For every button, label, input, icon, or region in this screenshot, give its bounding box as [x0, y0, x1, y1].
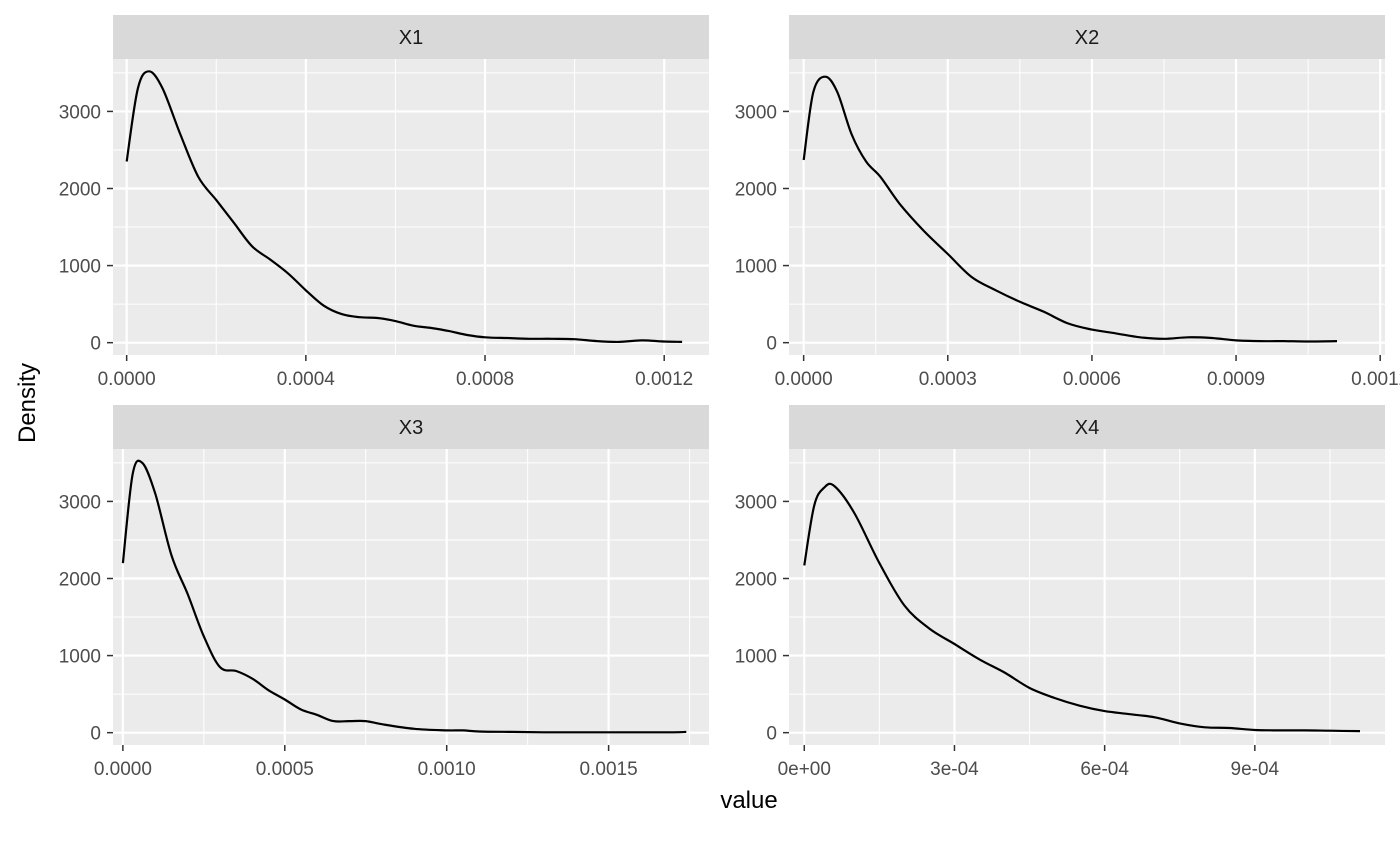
y-tick-label: 3000 — [735, 492, 777, 513]
x-tick-label: 0.0004 — [277, 369, 336, 390]
grid-lines — [113, 59, 709, 355]
density-line — [803, 482, 1361, 733]
x-tick-label: 0.0008 — [456, 369, 514, 390]
facet-strip-label: X1 — [399, 27, 423, 49]
facet-strip — [789, 15, 1385, 59]
facet-panel-x2: X2 0.0000 0.0003 0.0006 0.0009 0.0012 0 1000 200… — [735, 15, 1400, 390]
density-line — [802, 75, 1338, 343]
y-tick-label: 1000 — [735, 257, 777, 278]
y-tick-label: 2000 — [59, 180, 101, 201]
y-tick-label: 3000 — [735, 102, 777, 123]
y-tick-label: 0 — [90, 724, 101, 745]
panel-background — [113, 449, 709, 745]
x-tick-label: 0.0000 — [98, 369, 156, 390]
x-tick-label: 0.0006 — [1063, 369, 1121, 390]
x-tick-label: 3e-04 — [930, 759, 979, 780]
facet-strip-label: X2 — [1075, 27, 1099, 49]
panel-background — [789, 59, 1385, 355]
x-tick-label: 0.0010 — [418, 759, 476, 780]
y-tick-label: 0 — [766, 334, 777, 355]
y-tick-label: 2000 — [735, 570, 777, 591]
facet-strip — [113, 405, 709, 449]
y-tick-label: 0 — [90, 334, 101, 355]
x-tick-label: 0e+00 — [778, 759, 831, 780]
x-tick-label: 0.0009 — [1207, 369, 1265, 390]
y-tick-label: 3000 — [59, 492, 101, 513]
density-line — [125, 70, 683, 344]
panel-background — [789, 449, 1385, 745]
x-tick-label: 0.0012 — [635, 369, 693, 390]
x-tick-label: 0.0000 — [775, 369, 833, 390]
y-tick-label: 0 — [766, 724, 777, 745]
y-tick-label: 1000 — [59, 647, 101, 668]
y-tick-label: 1000 — [735, 647, 777, 668]
density-line — [121, 459, 687, 734]
facet-strip-label: X3 — [399, 417, 423, 439]
x-tick-label: 0.0012 — [1351, 369, 1400, 390]
x-tick-label: 0.0003 — [919, 369, 977, 390]
x-tick-label: 9e-04 — [1231, 759, 1280, 780]
facet-panel-x3: X3 0.0000 0.0005 0.0010 0.0015 0 1000 2000 3000 — [59, 405, 709, 780]
facet-panel-x4: X4 0e+00 3e-04 6e-04 9e-04 0 1000 2000 3000 — [735, 405, 1385, 780]
facet-strip — [113, 15, 709, 59]
y-tick-label: 1000 — [59, 257, 101, 278]
x-tick-label: 0.0015 — [580, 759, 638, 780]
x-tick-label: 0.0000 — [94, 759, 152, 780]
y-tick-label: 3000 — [59, 102, 101, 123]
x-axis-title: value — [720, 787, 777, 814]
panel-background — [113, 59, 709, 355]
facet-strip-label: X4 — [1075, 417, 1099, 439]
x-tick-label: 0.0005 — [256, 759, 314, 780]
y-tick-label: 2000 — [59, 570, 101, 591]
facet-panel-x1: X1 0.0000 0.0004 0.0008 0.0012 0 1000 2000 3000 — [59, 15, 709, 390]
facet-strip — [789, 405, 1385, 449]
x-tick-label: 6e-04 — [1080, 759, 1129, 780]
y-axis-title: Density — [14, 363, 41, 443]
y-tick-label: 2000 — [735, 180, 777, 201]
